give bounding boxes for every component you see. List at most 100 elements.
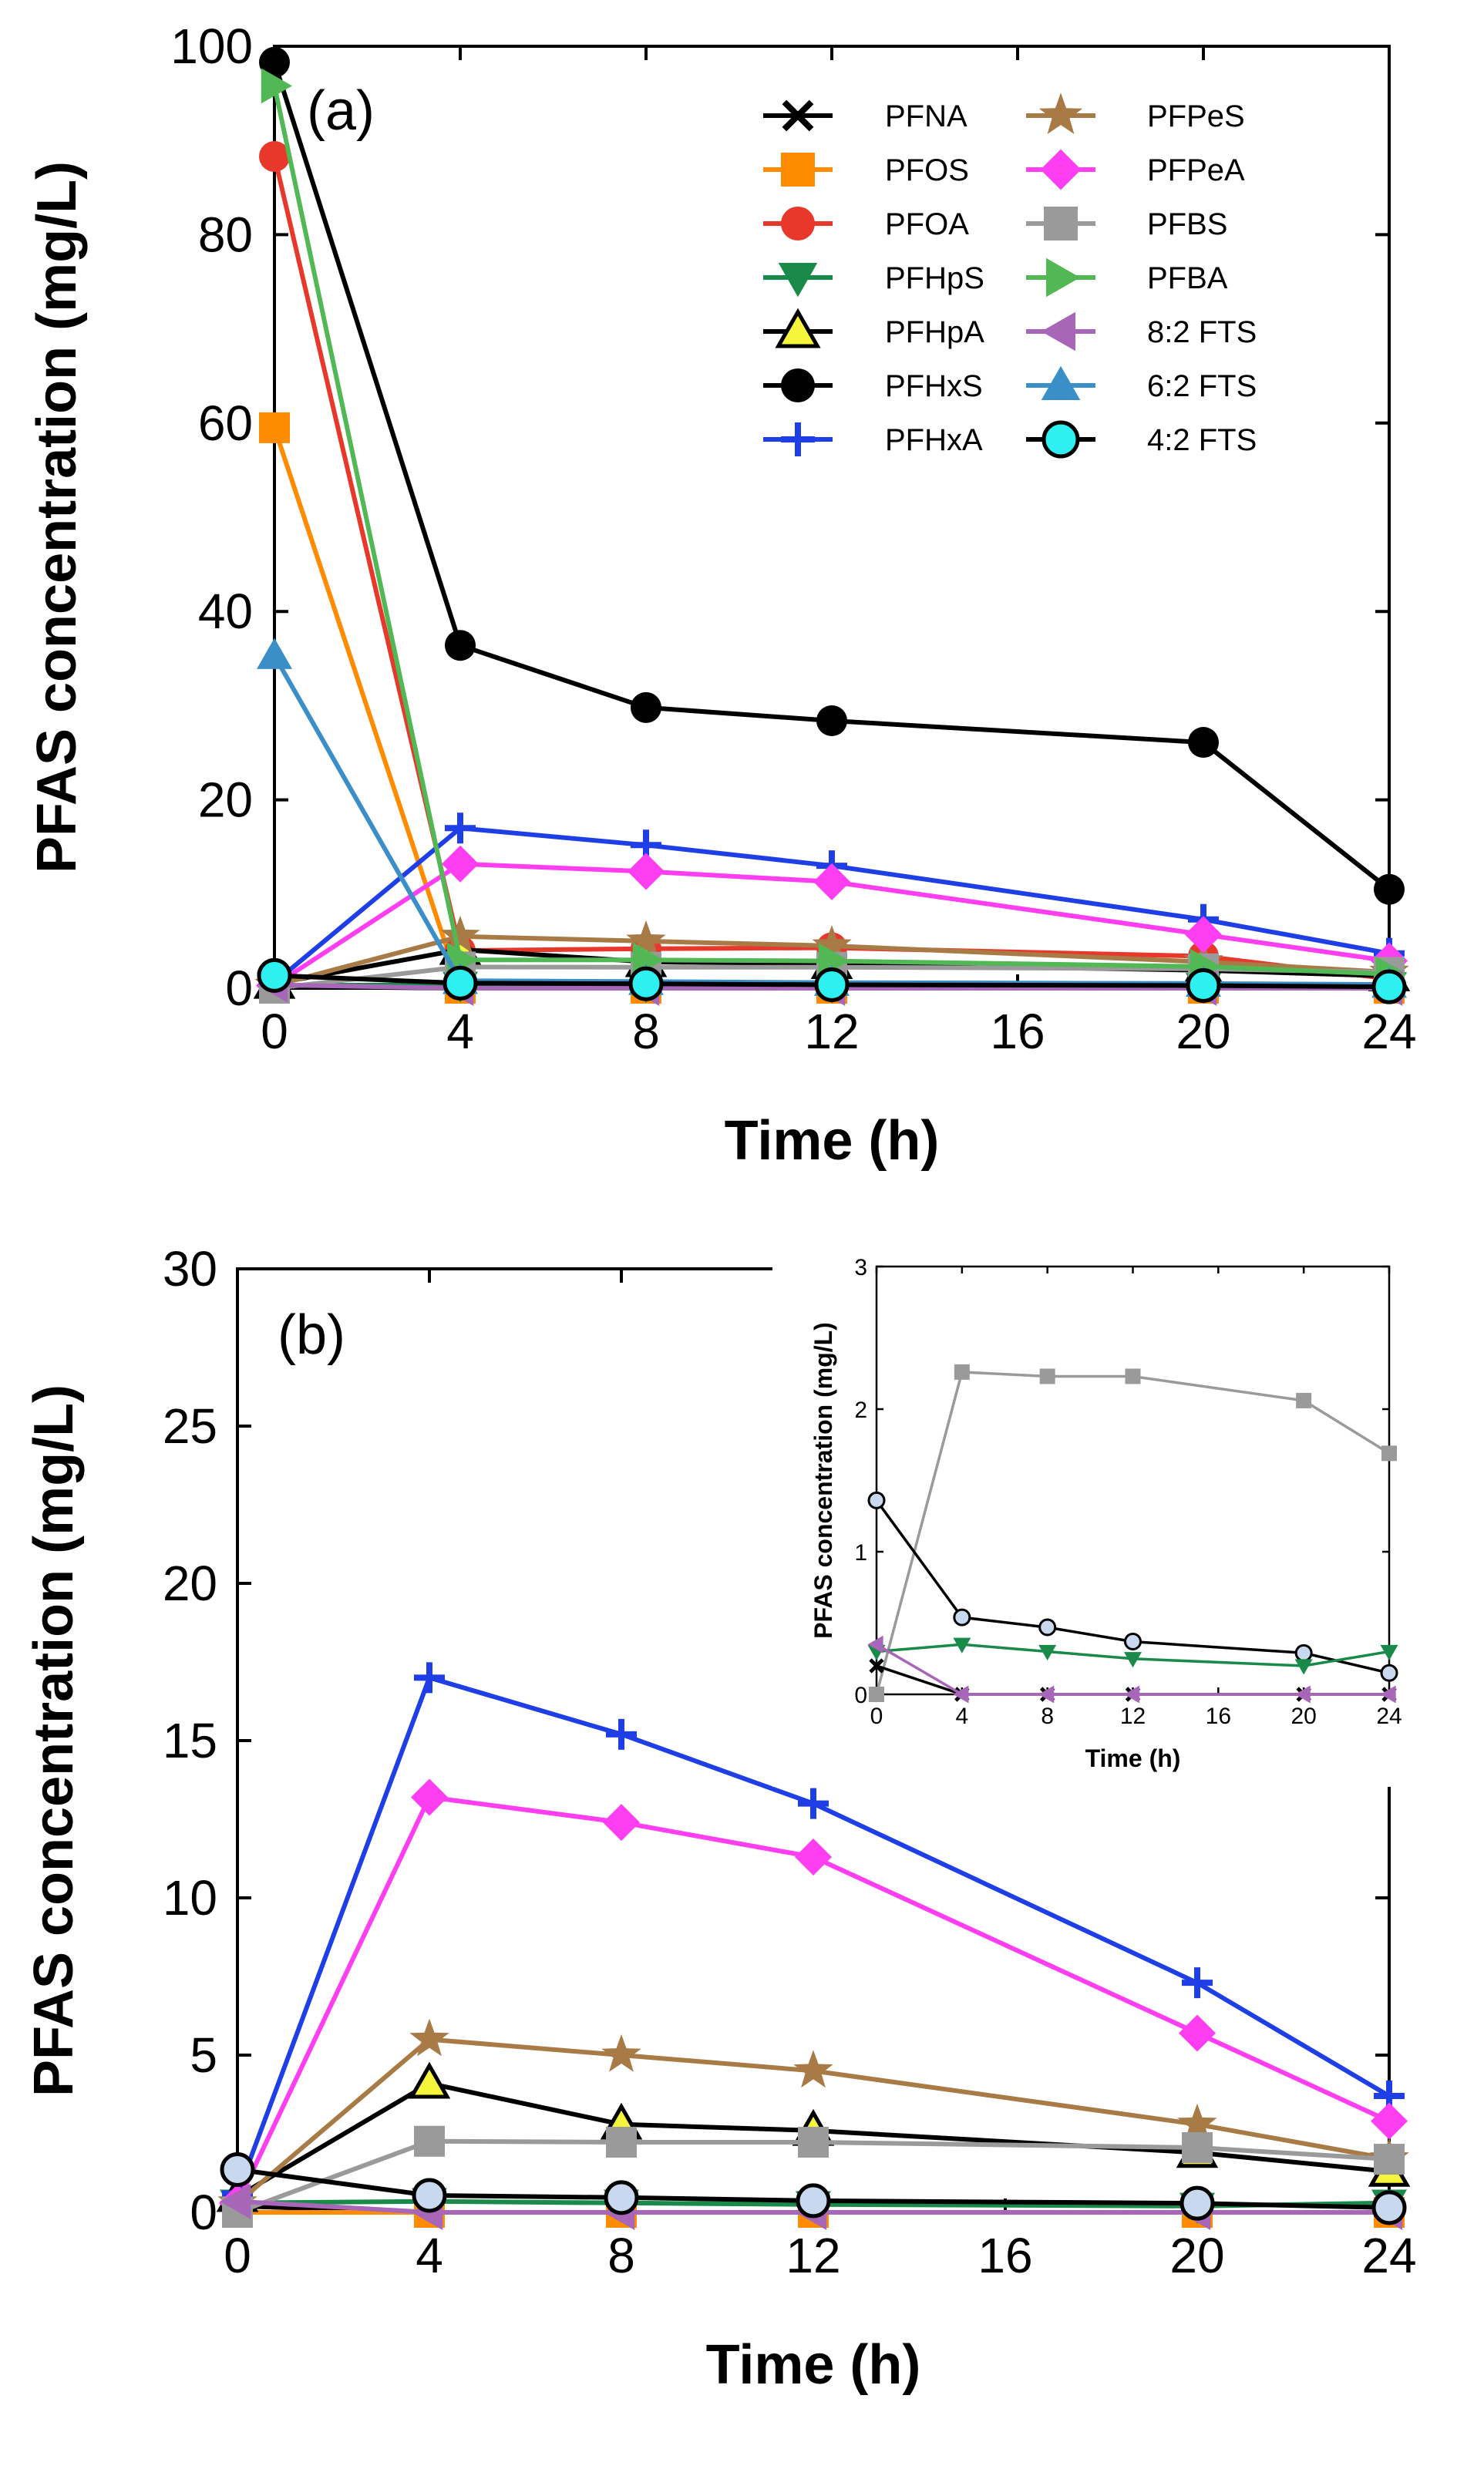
data-point-pfpea	[1371, 2102, 1408, 2140]
x-tick-label: 0	[870, 1704, 883, 1729]
legend-marker-6-2-fts	[1041, 365, 1081, 400]
data-point-4-2-fts	[1038, 1618, 1057, 1637]
legend-entry-4-2-fts: 4:2 FTS	[1026, 420, 1257, 459]
y-tick-label: 10	[163, 1870, 217, 1926]
data-point-pfbs	[954, 1364, 970, 1380]
data-point-pfpes	[793, 2050, 833, 2088]
x-tick-label: 16	[978, 2228, 1032, 2283]
x-tick-label: 12	[786, 2228, 840, 2283]
y-tick-label: 30	[163, 1241, 217, 1297]
x-tick-label: 24	[1361, 2228, 1416, 2283]
data-point-4-2-fts	[814, 967, 850, 1002]
data-point-pfpea	[795, 1838, 832, 1876]
data-point-8-2-fts	[1038, 1685, 1055, 1704]
data-point-pfos	[259, 412, 290, 443]
legend-entry-pfhpa: PFHpA	[763, 308, 984, 349]
data-point-pfhxa	[445, 812, 476, 844]
series-line-4-2-fts	[274, 973, 1390, 990]
x-tick-label: 20	[1169, 2228, 1224, 2283]
y-tick-label: 0	[854, 1683, 867, 1708]
legend-marker-pfhpa	[775, 308, 821, 348]
series-pfhxs	[259, 46, 1405, 905]
data-point-pfpea	[813, 863, 850, 900]
data-point-4-2-fts	[1371, 2190, 1407, 2225]
data-point-pfhxs	[445, 630, 476, 661]
y-tick-label: 60	[198, 395, 253, 451]
data-point-pfhps	[1124, 1652, 1142, 1668]
legend-label: PFPeA	[1147, 153, 1245, 187]
data-point-pfhxa	[606, 1718, 637, 1750]
legend-label: PFOS	[885, 153, 969, 187]
y-tick-label: 40	[198, 584, 253, 639]
series-pfbs	[869, 1364, 1397, 1702]
y-tick-label: 25	[163, 1398, 217, 1454]
x-tick-label: 8	[1041, 1704, 1054, 1729]
legend-marker-8-2-fts	[1041, 311, 1075, 352]
x-tick-label: 16	[990, 1004, 1045, 1059]
data-point-pfhps	[953, 1637, 971, 1653]
legend: PFNA PFOS PFOA PFHpS PFHpA PFHxS PFHxA PFPeS PFP…	[763, 93, 1257, 459]
data-point-pfpea	[1185, 916, 1222, 954]
legend-entry-pfhxs: PFHxS	[763, 368, 983, 403]
legend-marker-pfhxa	[781, 422, 815, 456]
x-tick-label: 20	[1291, 1704, 1316, 1729]
data-point-pfpea	[603, 1804, 640, 1842]
data-point-pfbs	[1182, 2131, 1213, 2163]
data-point-8-2-fts	[953, 1685, 969, 1704]
panel-0: 0 4 8 12 16 20 24 0 20 40 60 80 100 Time (h) PFAS conc…	[26, 19, 1417, 1172]
data-point-pfpea	[628, 853, 665, 890]
data-point-pfna	[869, 1658, 884, 1674]
data-point-pfhpa	[408, 2061, 451, 2099]
y-tick-label: 1	[854, 1540, 867, 1566]
legend-entry-pfos: PFOS	[763, 153, 969, 187]
legend-marker-pfpes	[1038, 93, 1083, 134]
data-point-pfhxa	[1182, 1967, 1213, 1999]
legend-marker-pfos	[781, 153, 815, 187]
x-tick-label: 16	[1206, 1704, 1231, 1729]
data-point-pfhps	[1380, 1644, 1398, 1660]
series-4-2-fts	[867, 1491, 1398, 1682]
data-point-pfbs	[606, 2127, 637, 2158]
legend-label: PFBA	[1147, 261, 1228, 295]
x-tick-label: 4	[446, 1004, 474, 1059]
y-tick-label: 80	[198, 207, 253, 262]
data-point-8-2-fts	[1380, 1685, 1396, 1704]
data-point-4-2-fts	[1186, 967, 1221, 1003]
legend-entry-pfoa: PFOA	[763, 207, 969, 241]
y-tick-label: 3	[854, 1255, 867, 1280]
series-line-pfpes	[236, 2037, 1390, 2205]
series-line-pfhps	[876, 1643, 1390, 1667]
data-point-4-2-fts	[1179, 2185, 1215, 2221]
legend-label: PFPeS	[1147, 99, 1245, 133]
legend-marker-pfna	[782, 99, 814, 132]
panel-label: (b)	[278, 1304, 345, 1366]
data-point-4-2-fts	[796, 2183, 831, 2219]
y-tick-label: 2	[854, 1398, 867, 1423]
x-tick-label: 12	[804, 1004, 859, 1059]
data-point-pfpea	[1179, 2014, 1216, 2052]
series-line-pfpes	[274, 934, 1390, 988]
legend-marker-pfbs	[1044, 207, 1078, 241]
data-point-pfbs	[1039, 1368, 1055, 1384]
legend-entry-6-2-fts: 6:2 FTS	[1026, 365, 1257, 403]
x-axis-label: Time (h)	[1085, 1744, 1181, 1772]
legend-label: PFNA	[885, 99, 967, 133]
legend-label: PFHpA	[885, 315, 984, 349]
legend-marker-pfoa	[781, 207, 815, 241]
x-axis-label: Time (h)	[725, 1110, 940, 1172]
series-line-4-2-fts	[237, 2167, 1390, 2210]
y-tick-label: 0	[190, 2185, 217, 2240]
data-point-4-2-fts	[220, 2152, 255, 2188]
series-line-pfhxs	[272, 61, 1391, 892]
legend-label: 4:2 FTS	[1147, 423, 1257, 457]
legend-entry-pfpes: PFPeS	[1026, 93, 1245, 134]
data-point-pfba	[261, 68, 292, 104]
data-point-4-2-fts	[604, 2180, 639, 2215]
data-point-pfhxa	[798, 1788, 829, 1819]
data-point-pfhxs	[1188, 727, 1219, 759]
x-tick-label: 4	[416, 2228, 443, 2283]
data-point-4-2-fts	[443, 965, 478, 1001]
